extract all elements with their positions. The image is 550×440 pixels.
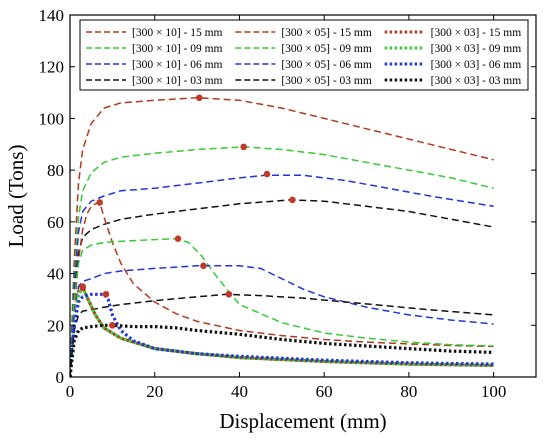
peak-marker-2 [240,143,247,151]
legend-entry-label: [300 × 05] - 09 mm [281,43,372,55]
y-tick-label: 80 [47,161,64,180]
peak-marker-11 [102,290,110,298]
series-line-2 [70,146,494,377]
plot-frame [69,14,537,378]
x-tick-label: 0 [66,382,75,401]
y-tick-label: 60 [47,213,64,232]
peak-marker-4 [289,196,296,204]
legend-entry-label: [300 × 10] - 15 mm [132,27,223,39]
series-line-1 [70,96,494,377]
axes: 0 20 40 60 80 100 0 20 40 60 80 100 120 140 [39,6,537,401]
peak-marker-8 [225,290,233,298]
series-line-3 [70,174,494,377]
legend-entry-label: [300 × 05] - 03 mm [281,75,372,87]
legend-entry-label: [300 × 10] - 03 mm [132,75,223,87]
y-tick-label: 140 [39,6,65,25]
legend-entry-label: [300 × 10] - 09 mm [132,43,223,55]
series-line-11 [70,292,494,377]
y-axis-label: Load (Tons) [4,145,28,248]
peak-marker-5 [96,199,103,206]
legend-entry-label: [300 × 03] - 06 mm [431,59,522,71]
x-tick-label: 100 [481,382,507,401]
legend-entry-label: [300 × 03] - 15 mm [431,27,522,39]
peak-marker-1 [195,94,203,102]
plot-area [70,94,494,377]
x-tick-label: 40 [231,382,248,401]
legend-entry-label: [300 × 05] - 15 mm [281,27,372,39]
y-tick-label: 100 [39,109,65,128]
y-tick-label: 0 [56,368,65,387]
series-line-6 [70,237,494,377]
y-tick-label: 20 [47,316,64,335]
legend-entry-label: [300 × 10] - 06 mm [132,59,223,71]
legend: [300 × 10] - 15 mm [300 × 10] - 09 mm [300… [79,19,529,91]
x-tick-label: 20 [146,382,163,401]
peak-marker-3 [263,170,271,178]
x-tick-label: 60 [316,382,333,401]
legend-entry-label: [300 × 03] - 03 mm [431,75,522,87]
legend-entry-label: [300 × 03] - 09 mm [431,43,522,55]
peak-marker-6 [174,235,182,242]
peak-marker-10 [79,284,87,292]
series-line-9 [70,283,494,377]
series-line-12 [70,323,494,377]
legend-box [79,19,529,91]
series-line-10 [70,284,494,377]
y-tick-label: 120 [39,58,65,77]
series-line-8 [70,293,494,377]
y-tick-label: 40 [47,265,64,284]
legend-entry-label: [300 × 05] - 06 mm [281,59,372,71]
x-axis-label: Displacement (mm) [219,409,386,433]
series-line-7 [70,265,494,377]
peak-marker-12 [109,321,116,329]
x-tick-label: 80 [400,382,417,401]
series-line-5 [70,201,494,377]
peak-marker-7 [200,262,207,270]
